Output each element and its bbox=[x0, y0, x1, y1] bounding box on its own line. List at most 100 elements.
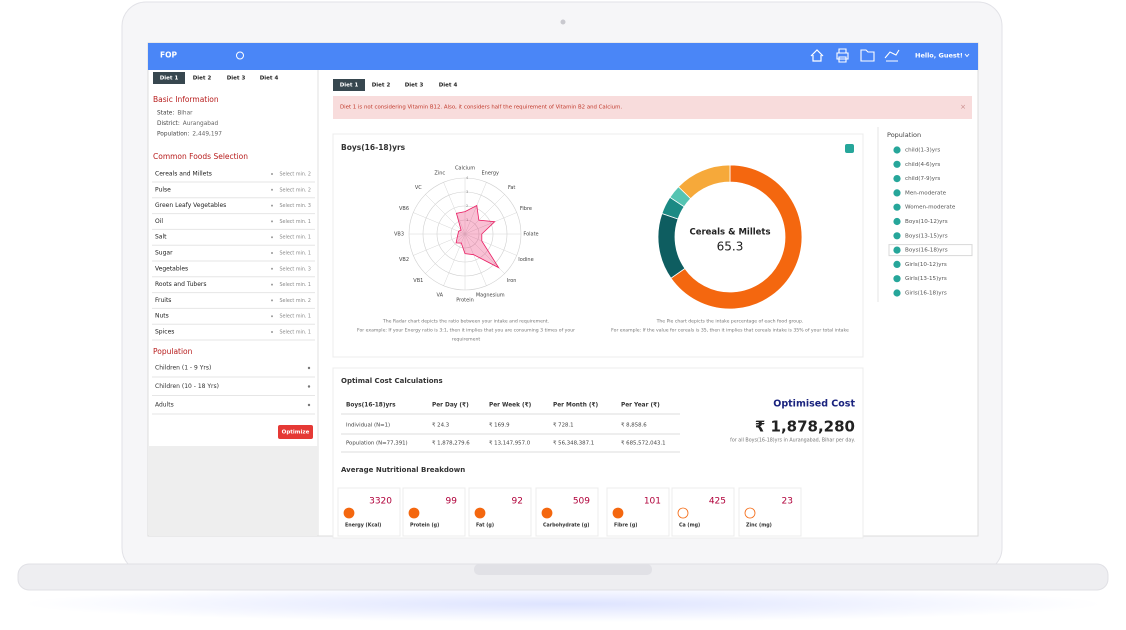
settings-icon[interactable] bbox=[884, 49, 900, 62]
radar-axis-label: VB6 bbox=[399, 206, 409, 212]
population-item[interactable]: Boys(13-15)yrs bbox=[905, 233, 948, 239]
alert-close[interactable]: × bbox=[960, 103, 966, 111]
radar-tick-label: 2 bbox=[466, 204, 468, 208]
food-group[interactable]: Oil bbox=[155, 218, 163, 225]
optimize-button[interactable] bbox=[278, 425, 313, 439]
food-group[interactable]: Vegetables bbox=[155, 265, 188, 272]
expand-dot[interactable] bbox=[307, 366, 311, 370]
expand-dot[interactable] bbox=[307, 385, 311, 388]
population-item[interactable]: Men-moderate bbox=[905, 190, 947, 196]
nutrient-label: Zinc (mg) bbox=[746, 523, 772, 529]
population-item[interactable]: child(4-6)yrs bbox=[905, 162, 940, 168]
item-icon[interactable] bbox=[893, 146, 901, 154]
nutrient-icon bbox=[474, 507, 486, 519]
chart-caption: requirement bbox=[452, 337, 481, 343]
radar-axis-label: Iron bbox=[507, 278, 517, 284]
tab[interactable]: Diet 4 bbox=[439, 83, 458, 89]
population-item[interactable]: child(7-9)yrs bbox=[905, 176, 940, 182]
tab-active[interactable] bbox=[153, 72, 185, 84]
item-icon[interactable] bbox=[893, 260, 901, 268]
item-icon[interactable] bbox=[893, 275, 901, 283]
folder-icon[interactable] bbox=[860, 49, 875, 62]
hint-dot bbox=[271, 283, 273, 286]
tab[interactable]: Diet 3 bbox=[227, 76, 246, 82]
info-label: State: bbox=[157, 111, 174, 117]
item-icon[interactable] bbox=[893, 160, 901, 168]
user-greeting[interactable]: Hello, Guest! bbox=[915, 52, 963, 60]
population-group[interactable]: Children (10 - 18 Yrs) bbox=[155, 383, 219, 390]
nutrient-icon bbox=[744, 507, 756, 519]
tab[interactable]: Diet 1 bbox=[340, 83, 359, 89]
population-item[interactable]: Boys(10-12)yrs bbox=[905, 219, 948, 225]
item-icon[interactable] bbox=[893, 175, 901, 183]
chart-caption: The Radar chart depicts the ratio betwee… bbox=[382, 319, 549, 325]
tab[interactable]: Diet 2 bbox=[193, 76, 212, 82]
population-item[interactable]: Boys(16-18)yrs bbox=[905, 248, 948, 254]
food-group[interactable]: Salt bbox=[155, 234, 167, 241]
radar-axis-label: Iodine bbox=[518, 257, 533, 263]
tab[interactable]: Diet 2 bbox=[372, 83, 391, 89]
item-icon[interactable] bbox=[893, 189, 901, 197]
table-cell: ₹ 24.3 bbox=[432, 423, 449, 429]
food-group[interactable]: Cereals and Millets bbox=[155, 171, 212, 178]
nutrient-label: Energy (Kcal) bbox=[345, 523, 381, 529]
chart-caption: The Pie chart depicts the intake percent… bbox=[656, 319, 804, 325]
food-group[interactable]: Green Leafy Vegetables bbox=[155, 202, 226, 209]
food-group[interactable]: Pulse bbox=[155, 186, 171, 193]
food-hint: Select min. 2 bbox=[280, 298, 311, 304]
item-icon[interactable] bbox=[893, 232, 901, 240]
nutrient-icon bbox=[612, 507, 624, 519]
tab[interactable]: Diet 3 bbox=[405, 83, 424, 89]
tab[interactable]: Diet 4 bbox=[260, 76, 279, 82]
expand-dot[interactable] bbox=[307, 403, 311, 407]
food-group[interactable]: Fruits bbox=[155, 297, 171, 304]
food-group[interactable]: Nuts bbox=[155, 313, 169, 320]
download-icon[interactable] bbox=[845, 144, 854, 153]
population-item[interactable]: Girls(16-18)yrs bbox=[905, 291, 947, 297]
radar-axis-label: Zinc bbox=[434, 171, 445, 177]
food-group[interactable]: Sugar bbox=[155, 250, 173, 257]
card-title: Optimal Cost Calculations bbox=[341, 377, 443, 385]
dropdown-caret[interactable] bbox=[964, 53, 970, 58]
tab[interactable]: Diet 1 bbox=[160, 76, 179, 82]
radar-axis-label: Fat bbox=[508, 185, 515, 191]
optimize-label[interactable]: Optimize bbox=[282, 430, 310, 436]
population-group[interactable]: Children (1 - 9 Yrs) bbox=[155, 365, 211, 372]
radar-spoke bbox=[464, 212, 517, 235]
nutrient-value: 92 bbox=[512, 497, 523, 507]
table-cell: ₹ 13,147,957.0 bbox=[489, 441, 531, 447]
item-icon[interactable] bbox=[893, 246, 901, 254]
population-item[interactable]: Women-moderate bbox=[905, 205, 956, 211]
home-icon[interactable] bbox=[810, 49, 824, 62]
collapse-icon[interactable] bbox=[236, 51, 244, 60]
hint-dot bbox=[271, 220, 273, 223]
radar-spoke bbox=[413, 212, 466, 235]
population-item[interactable]: Girls(10-12)yrs bbox=[905, 262, 947, 268]
food-group[interactable]: Roots and Tubers bbox=[155, 281, 206, 288]
item-icon[interactable] bbox=[893, 289, 901, 297]
food-hint: Select min. 1 bbox=[280, 282, 311, 288]
radar-axis-label: Folate bbox=[523, 232, 538, 238]
alert-text: Diet 1 is not considering Vitamin B12. A… bbox=[340, 105, 622, 111]
item-icon[interactable] bbox=[893, 203, 901, 211]
population-item[interactable]: Girls(13-15)yrs bbox=[905, 276, 947, 282]
card-title: Boys(16-18)yrs bbox=[341, 143, 406, 152]
food-group[interactable]: Spices bbox=[155, 329, 174, 336]
donut-center-label: Cereals & Millets bbox=[689, 228, 770, 238]
hint-dot bbox=[271, 315, 273, 318]
nutrient-value: 509 bbox=[573, 497, 590, 507]
print-icon[interactable] bbox=[836, 48, 849, 63]
item-icon[interactable] bbox=[893, 217, 901, 226]
food-hint: Select min. 3 bbox=[280, 266, 311, 272]
alert-box bbox=[333, 96, 972, 119]
radar-axis-label: Fibre bbox=[520, 206, 532, 212]
hint-dot bbox=[271, 173, 273, 175]
tab-active[interactable] bbox=[333, 79, 365, 91]
nutrient-value: 99 bbox=[446, 497, 458, 507]
table-header: Per Month (₹) bbox=[553, 402, 599, 409]
food-hint: Select min. 1 bbox=[280, 235, 311, 241]
population-item[interactable]: child(1-3)yrs bbox=[905, 148, 940, 154]
optimised-note: for all Boys(16-18)yrs in Aurangabad, Bi… bbox=[730, 438, 855, 444]
population-group[interactable]: Adults bbox=[155, 402, 174, 409]
